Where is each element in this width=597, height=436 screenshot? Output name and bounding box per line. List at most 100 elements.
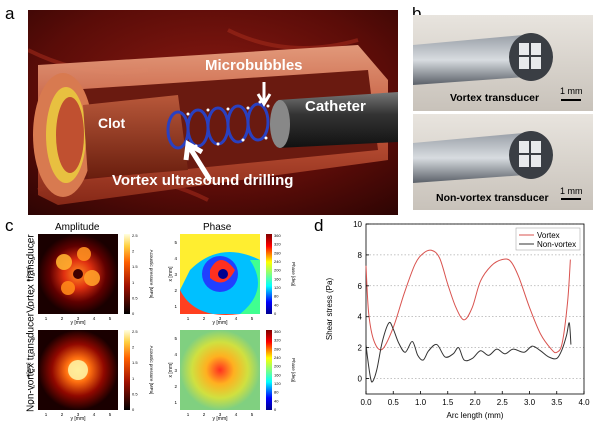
y-tick-label: 8 bbox=[358, 251, 363, 260]
series-line-nonvortex bbox=[365, 321, 572, 383]
map-ytick: 5 bbox=[174, 240, 177, 245]
map-xtick: 1 bbox=[187, 316, 190, 321]
map-xtick: 2 bbox=[203, 316, 206, 321]
catheter-tip bbox=[270, 100, 290, 148]
phase-nonvortex-xlabel: y [mm] bbox=[213, 416, 229, 422]
map-xtick: 5 bbox=[109, 316, 112, 321]
amplitude-map-nonvortex bbox=[38, 330, 118, 410]
catheter-label: Catheter bbox=[305, 98, 366, 115]
phase-cbar-tick: 80 bbox=[274, 390, 279, 395]
y-tick-label: 4 bbox=[358, 313, 363, 322]
map-ytick: 1 bbox=[174, 400, 177, 405]
amplitude-map-vortex bbox=[38, 234, 118, 314]
clot-label: Clot bbox=[98, 115, 126, 131]
y-tick-label: 2 bbox=[358, 344, 363, 353]
transducer-photos bbox=[413, 15, 593, 210]
y-tick-label: 10 bbox=[353, 220, 362, 229]
map-xtick: 3 bbox=[77, 316, 80, 321]
phase-title: Phase bbox=[203, 222, 232, 233]
x-tick-label: 1.0 bbox=[415, 398, 427, 407]
panel-c-letter: c bbox=[5, 216, 14, 235]
amp-cbar-tick: 0.5 bbox=[132, 391, 138, 396]
phase-cbar-tick: 160 bbox=[274, 372, 281, 377]
x-tick-label: 2.0 bbox=[469, 398, 481, 407]
phase-cbar-tick: 200 bbox=[274, 268, 281, 273]
drilling-label: Vortex ultrasound drilling bbox=[112, 172, 294, 189]
amp-cbar-tick: 2.5 bbox=[132, 329, 138, 334]
map-ytick: 5 bbox=[32, 336, 35, 341]
y-tick-label: 0 bbox=[358, 375, 363, 384]
panel-d-letter: d bbox=[314, 216, 324, 235]
chart-ticks: 0 2 4 6 8 10 0.0 0.5 1.0 1.5 2.0 2.5 3.0 3.5 4.0 bbox=[353, 220, 590, 407]
map-ytick: 2 bbox=[174, 288, 177, 293]
x-axis-label: Arc length (mm) bbox=[447, 411, 504, 420]
phase-cbar-tick: 200 bbox=[274, 364, 281, 369]
scale-label-top: 1 mm bbox=[560, 86, 583, 96]
x-tick-label: 2.5 bbox=[497, 398, 509, 407]
phase-cbar-tick: 160 bbox=[274, 276, 281, 281]
phase-cbar-tick: 120 bbox=[274, 381, 281, 386]
phase-cbar-tick: 120 bbox=[274, 285, 281, 290]
series-line-vortex bbox=[365, 249, 571, 354]
phase-cbar-tick: 80 bbox=[274, 294, 279, 299]
map-ytick: 4 bbox=[174, 352, 177, 357]
catheter-illustration bbox=[28, 10, 398, 215]
phase-cbar-tick: 0 bbox=[274, 407, 277, 412]
amp-cbar-tick: 0 bbox=[132, 311, 135, 316]
map-xtick: 3 bbox=[77, 412, 80, 417]
clot-shape bbox=[83, 95, 188, 178]
scale-label-bottom: 1 mm bbox=[560, 186, 583, 196]
vortex-coil bbox=[166, 102, 270, 150]
map-xtick: 4 bbox=[93, 316, 96, 321]
amp-nonvortex-ylabel: x [mm] bbox=[26, 362, 32, 378]
map-ytick: 3 bbox=[174, 368, 177, 373]
y-axis-label: Shear stress (Pa) bbox=[325, 278, 334, 341]
catheter-body bbox=[278, 92, 398, 148]
x-tick-label: 4.0 bbox=[578, 398, 590, 407]
map-ytick: 5 bbox=[32, 240, 35, 245]
map-ytick: 2 bbox=[32, 288, 35, 293]
amp-cbar-tick: 2 bbox=[132, 249, 135, 254]
phase-cbar-tick: 240 bbox=[274, 355, 281, 360]
phase-cbar-tick: 240 bbox=[274, 259, 281, 264]
amplitude-colorbar-nonvortex bbox=[124, 330, 130, 410]
map-ytick: 2 bbox=[32, 384, 35, 389]
phase-cbar-tick: 0 bbox=[274, 311, 277, 316]
microbubbles-dots bbox=[186, 100, 280, 148]
amplitude-title: Amplitude bbox=[55, 222, 100, 233]
microbubbles-arrow bbox=[256, 82, 272, 107]
map-xtick: 1 bbox=[45, 412, 48, 417]
phase-cbar-tick: 360 bbox=[274, 329, 281, 334]
amp-nonvortex-xlabel: y [mm] bbox=[71, 416, 87, 422]
amp-vortex-cbar-label: Acoustic pressure [MPa] bbox=[149, 250, 154, 299]
drilling-arrow bbox=[183, 139, 213, 182]
map-xtick: 1 bbox=[45, 316, 48, 321]
x-tick-label: 0.5 bbox=[388, 398, 400, 407]
shear-stress-chart: 0 2 4 6 8 10 0.0 0.5 1.0 1.5 2.0 2.5 3.0 3.5 4.0 Arc l… bbox=[325, 220, 590, 420]
phase-map-nonvortex bbox=[180, 330, 260, 410]
x-tick-label: 1.5 bbox=[442, 398, 454, 407]
chart-series bbox=[365, 249, 572, 383]
amp-cbar-tick: 1.5 bbox=[132, 360, 138, 365]
phase-cbar-tick: 320 bbox=[274, 338, 281, 343]
map-xtick: 5 bbox=[251, 316, 254, 321]
map-xtick: 3 bbox=[219, 316, 222, 321]
amp-cbar-tick: 2.5 bbox=[132, 233, 138, 238]
map-ytick: 4 bbox=[32, 352, 35, 357]
map-xtick: 5 bbox=[109, 412, 112, 417]
phase-cbar-tick: 360 bbox=[274, 233, 281, 238]
map-ytick: 3 bbox=[32, 272, 35, 277]
panel-a-letter: a bbox=[5, 4, 15, 23]
phase-cbar-tick: 280 bbox=[274, 346, 281, 351]
amplitude-colorbar-vortex bbox=[124, 234, 130, 314]
phase-nonvortex-cbar-label: Phase [deg] bbox=[291, 358, 296, 382]
map-ytick: 2 bbox=[174, 384, 177, 389]
field-map-ticks: 1 1 2 2 3 3 4 4 5 5 1 1 2 2 3 3 4 4 5 5 1 1 2 2 3 3 4 4 5 5 1 1 2 2 3 3 4 4 5 5… bbox=[32, 233, 281, 417]
map-xtick: 4 bbox=[93, 412, 96, 417]
amp-vortex-ylabel: x [mm] bbox=[26, 266, 32, 282]
map-ytick: 1 bbox=[174, 304, 177, 309]
phase-colorbar-vortex bbox=[266, 234, 272, 314]
phase-cbar-tick: 40 bbox=[274, 302, 279, 307]
phase-cbar-tick: 280 bbox=[274, 250, 281, 255]
